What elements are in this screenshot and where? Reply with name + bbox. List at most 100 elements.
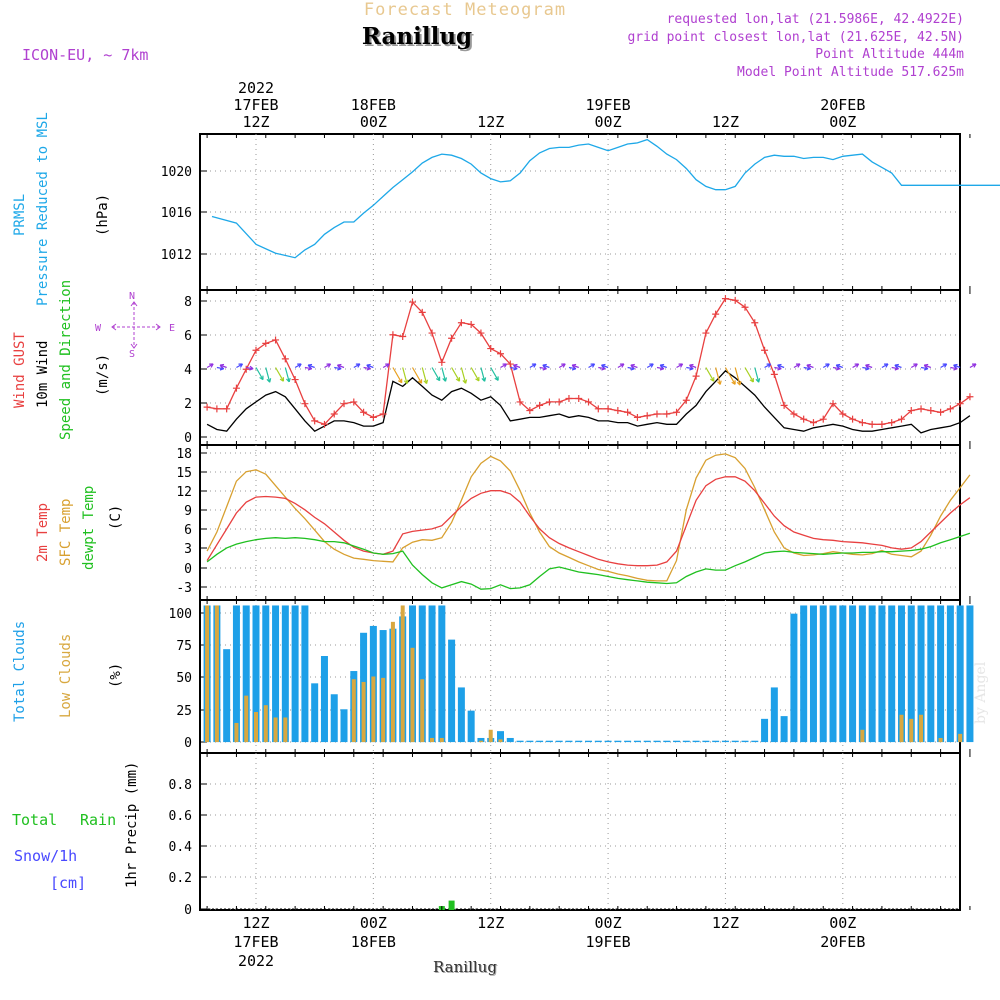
- wind-arrow-head: [923, 363, 929, 369]
- wind-arrow-head: [266, 378, 272, 383]
- wind-arrow-head: [659, 363, 665, 369]
- precip-labels: Total Rain Snow/1h [cm] 1hr Precip (mm): [12, 762, 140, 892]
- wind-arrow-head: [717, 380, 722, 385]
- location-title-shadow: Ranillug: [364, 25, 474, 52]
- bottom-axis-label: 20FEB: [820, 933, 865, 951]
- wind-arrow-head: [455, 377, 461, 382]
- wind-arrow-head: [825, 363, 830, 368]
- total-cloud-bar: [946, 605, 954, 743]
- total-cloud-bar: [966, 605, 974, 743]
- grid-point-coords: grid point closest lon,lat (21.625E, 42.…: [627, 30, 964, 45]
- wind-arrow-head: [238, 363, 244, 368]
- wind-arrow-head: [494, 376, 499, 381]
- pressure-unit: (hPa): [95, 194, 111, 236]
- wind-direction-arrow: [451, 367, 461, 382]
- low-cloud-bar: [498, 739, 503, 743]
- total-cloud-bar: [770, 687, 778, 743]
- total-cloud-bar: [731, 740, 739, 743]
- low-cloud-bar: [234, 722, 239, 743]
- gust-point: [868, 420, 876, 428]
- compass-n: N: [129, 291, 135, 302]
- wind-ytick-label: 6: [184, 329, 192, 344]
- clouds-ytick-label: 25: [176, 704, 192, 719]
- temp-labels: 2m Temp SFC Temp dewpt Temp (C): [35, 486, 124, 570]
- bottom-axis-label: 00Z: [595, 914, 622, 932]
- total-cloud-bar: [937, 605, 945, 743]
- total-cloud-bar: [927, 605, 935, 743]
- snow-label: Snow/1h: [14, 847, 77, 865]
- gust-point: [350, 398, 358, 406]
- gust-point: [232, 384, 240, 392]
- gust-point: [790, 410, 798, 418]
- total-cloud-bar: [897, 605, 905, 743]
- total-cloud-bar: [575, 740, 583, 743]
- wind-arrow-head: [835, 363, 841, 369]
- wind-arrow-head: [619, 363, 625, 368]
- gust-point: [379, 410, 387, 418]
- gust-point: [506, 360, 514, 368]
- pressure-ytick-label: 1016: [161, 206, 192, 221]
- wind-speed-dir-label: Speed and Direction: [58, 280, 74, 440]
- total-cloud-bar: [682, 740, 690, 743]
- low-cloud-bar: [860, 729, 865, 743]
- gust-point: [408, 298, 416, 306]
- wind-arrow-head: [481, 377, 487, 382]
- wind-arrow-head: [249, 365, 254, 371]
- gust-point: [242, 365, 250, 373]
- wind-gust-label: Wind GUST: [12, 332, 28, 408]
- total-cloud-bar: [555, 740, 563, 743]
- wind-arrow-head: [286, 377, 291, 383]
- wind-direction-arrow: [705, 367, 715, 382]
- low-cloud-bar: [263, 705, 268, 743]
- low-cloud-bar: [351, 679, 356, 743]
- total-cloud-bar: [614, 740, 622, 743]
- gust-point: [281, 355, 289, 363]
- wind-direction-arrow: [421, 367, 428, 384]
- wind-arrow-head: [571, 363, 577, 369]
- temp-panel: -3 0 3 6 9 12 15 18: [176, 444, 971, 601]
- low-cloud-bar: [899, 714, 904, 743]
- wind-direction-arrow: [411, 367, 423, 384]
- gust-point: [340, 400, 348, 408]
- compass-s: S: [129, 349, 135, 360]
- gust-point: [252, 346, 260, 354]
- bottom-axis-label: 12Z: [712, 914, 739, 932]
- total-cloud-bar: [761, 718, 769, 743]
- total-cloud-bar: [663, 740, 671, 743]
- wind-arrow-head: [403, 379, 409, 385]
- gust-point: [575, 395, 583, 402]
- top-axis-label: 20FEB: [820, 96, 865, 114]
- low-cloud-bar: [205, 605, 210, 743]
- gust-point: [800, 415, 808, 423]
- wind-arrow-head: [777, 363, 782, 369]
- precip-ytick-label: 0.2: [169, 871, 192, 886]
- total-cloud-bar: [340, 709, 348, 743]
- total-cloud-bar: [252, 605, 260, 743]
- precip-ytick-label: 0: [184, 903, 192, 918]
- bottom-axis-label: 00Z: [360, 914, 387, 932]
- low-cloud-bar: [273, 717, 278, 743]
- total-cloud-bar: [643, 740, 651, 743]
- dewpt-temp-line: [206, 532, 971, 590]
- wind-arrow-head: [630, 363, 635, 369]
- total-cloud-bar: [242, 605, 250, 743]
- gust-point: [536, 401, 544, 409]
- wind-arrow-head: [326, 363, 332, 368]
- gust-point: [438, 358, 446, 366]
- wind-arrow-head: [385, 363, 390, 368]
- total-cloud-bar: [457, 687, 465, 743]
- rain-bar: [448, 900, 455, 910]
- footer-location: Ranillug: [433, 958, 497, 976]
- gust-point: [203, 403, 211, 411]
- total-cloud-bar: [917, 605, 925, 743]
- temp-ytick-label: 0: [184, 562, 192, 577]
- low-cloud-bar: [919, 714, 924, 743]
- point-altitude: Point Altitude 444m: [815, 47, 964, 62]
- total-cloud-bar: [330, 694, 338, 743]
- total-cloud-bar: [868, 605, 876, 743]
- total-cloud-bar: [653, 740, 661, 743]
- gust-point: [712, 310, 720, 318]
- gust-point: [673, 408, 681, 416]
- total-cloud-bar: [506, 737, 514, 743]
